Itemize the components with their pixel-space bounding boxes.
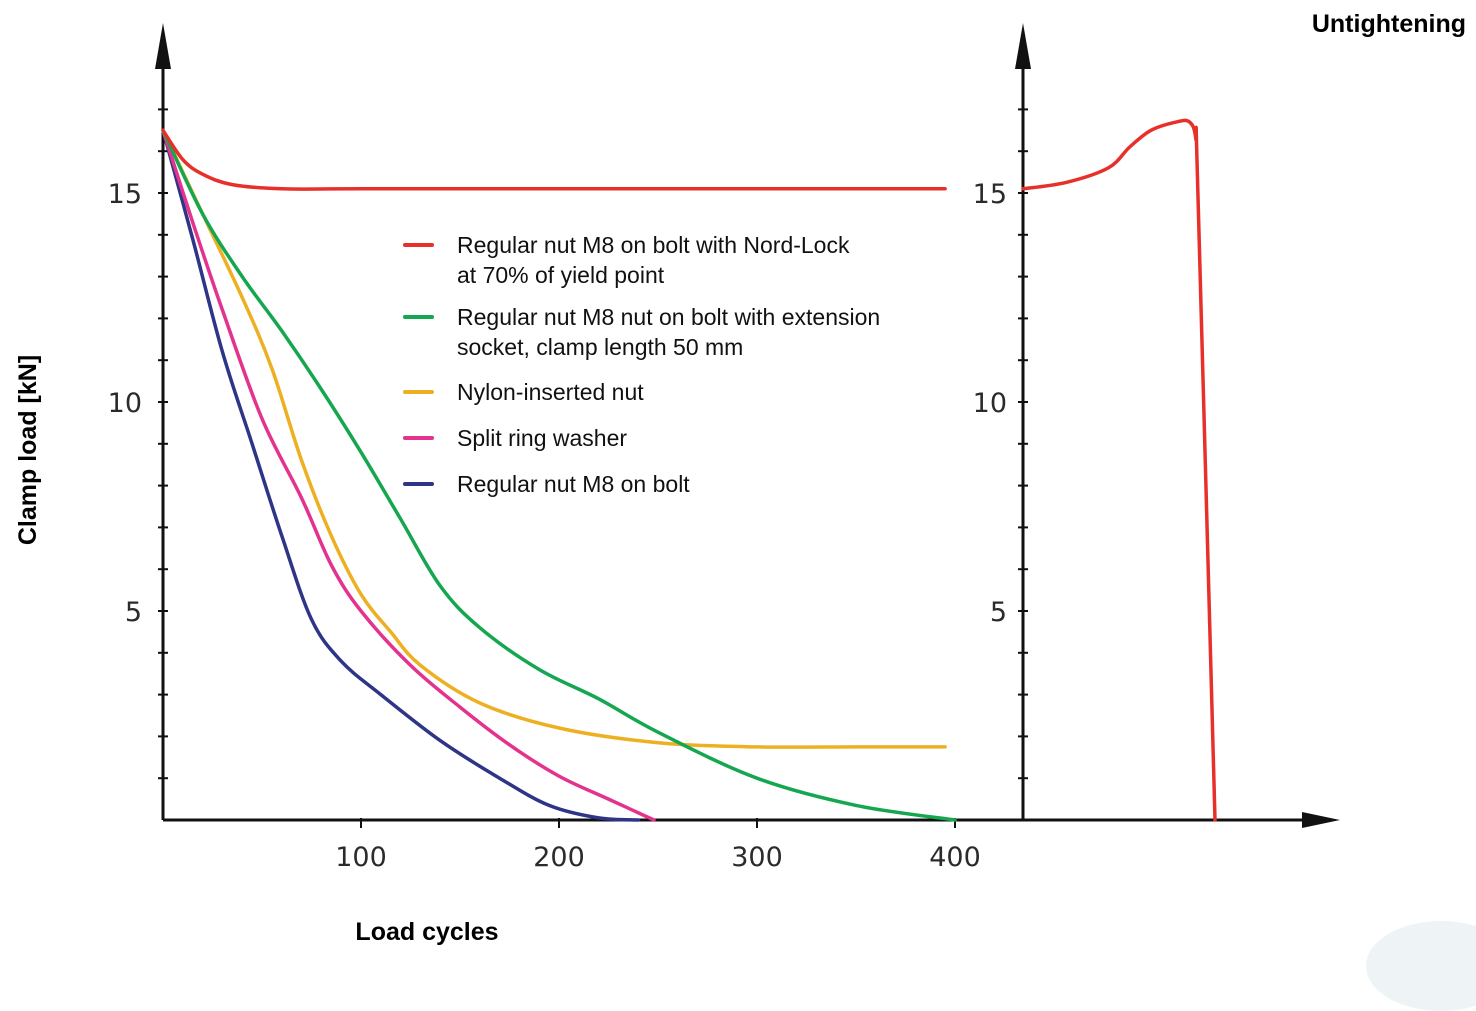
x-tick-label: 300 bbox=[731, 842, 783, 873]
legend-label: at 70% of yield point bbox=[457, 262, 665, 288]
legend-label: socket, clamp length 50 mm bbox=[457, 334, 743, 360]
untightening-y-axis-arrow bbox=[1015, 23, 1031, 69]
y-axis-arrow bbox=[155, 23, 171, 69]
untightening-title: Untightening bbox=[1312, 10, 1466, 38]
axes-group bbox=[155, 23, 1340, 828]
legend-label: Split ring washer bbox=[457, 425, 627, 451]
x-tick-label: 200 bbox=[533, 842, 585, 873]
series-line-5 bbox=[161, 128, 640, 822]
x-tick-label: 100 bbox=[335, 842, 387, 873]
legend-label: Regular nut M8 nut on bolt with extensio… bbox=[457, 304, 880, 330]
untightening-y-tick-label: 15 bbox=[973, 179, 1007, 210]
x-axis-arrow bbox=[1302, 812, 1340, 828]
untightening-y-tick-label: 5 bbox=[990, 597, 1007, 628]
legend-label: Nylon-inserted nut bbox=[457, 379, 644, 405]
series-line-2 bbox=[161, 128, 957, 822]
x-tick-label: 400 bbox=[929, 842, 981, 873]
chart-container: 5 10 15 5 10 15 100 200 300 400 Regular nut M8 on… bbox=[14, 10, 1476, 1011]
untightening-curve bbox=[1021, 118, 1217, 822]
clamp-load-chart: 5 10 15 5 10 15 100 200 300 400 Regular nut M8 on… bbox=[14, 10, 1466, 946]
legend-label: Regular nut M8 on bolt bbox=[457, 471, 690, 497]
ticks-group: 5 10 15 5 10 15 100 200 300 400 bbox=[108, 108, 1028, 873]
legend: Regular nut M8 on bolt with Nord-Lock at … bbox=[403, 232, 880, 497]
series-line-4 bbox=[161, 128, 656, 822]
legend-label: Regular nut M8 on bolt with Nord-Lock bbox=[457, 232, 850, 258]
y-tick-label: 5 bbox=[125, 597, 142, 628]
y-tick-label: 15 bbox=[108, 179, 142, 210]
y-tick-label: 10 bbox=[108, 388, 142, 419]
x-axis-title: Load cycles bbox=[355, 918, 498, 946]
series-line-3 bbox=[161, 128, 947, 749]
untightening-y-tick-label: 10 bbox=[973, 388, 1007, 419]
y-axis-title: Clamp load [kN] bbox=[14, 355, 42, 545]
untightening-panel bbox=[1021, 118, 1217, 822]
series-group bbox=[161, 128, 957, 822]
series-line-1 bbox=[161, 128, 947, 191]
